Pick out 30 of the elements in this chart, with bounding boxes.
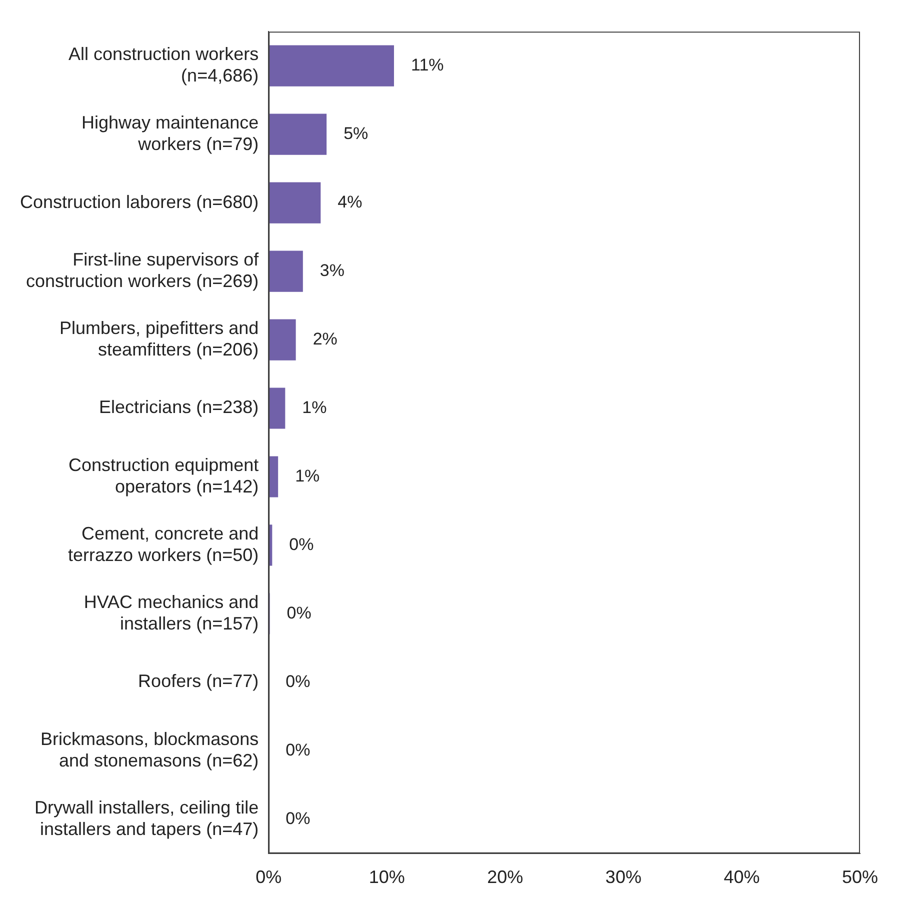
data-label: 1% (295, 466, 320, 486)
data-label: 5% (344, 124, 368, 144)
data-label: 0% (289, 534, 314, 554)
y-tick-label: Brickmasons, blockmasons and stonemasons (n=62) (40, 728, 259, 770)
data-label: 4% (338, 192, 362, 212)
data-label: 2% (312, 329, 338, 348)
y-tick-label: Cement, concrete and terrazzo workers (n=50) (68, 523, 259, 565)
y-tick-label: Plumbers, pipefitters and steamfitters (n=206) (60, 318, 259, 360)
y-tick-label: All construction workers (n=4,686) (68, 44, 259, 86)
y-tick-label: HVAC mechanics and installers (n=157) (84, 592, 259, 634)
data-label: 0% (286, 808, 310, 828)
x-tick-label: 30% (605, 867, 642, 888)
y-tick-label: Roofers (n=77) (138, 671, 259, 692)
y-tick-label: Drywall installers, ceiling tile installers and tapers (n=47) (34, 797, 259, 839)
data-label: 11% (410, 56, 444, 75)
data-label: 3% (320, 260, 344, 280)
y-tick-label: Electricians (n=238) (99, 397, 259, 418)
x-tick-label: 20% (487, 867, 524, 888)
data-label: 0% (286, 672, 310, 691)
y-tick-label: Construction laborers (n=680) (20, 192, 259, 212)
x-tick-label: 10% (368, 867, 405, 888)
x-tick-label: 40% (724, 867, 760, 888)
x-tick-label: 50% (842, 867, 878, 888)
y-tick-label: First-line supervisors of construction workers (n=269) (26, 249, 260, 292)
data-label: 1% (302, 398, 327, 417)
data-label: 0% (286, 603, 312, 622)
x-tick-label: 0% (256, 867, 282, 888)
y-tick-label: Highway maintenance workers (n=79) (82, 112, 259, 154)
data-label: 0% (286, 740, 310, 760)
y-tick-label: Construction equipment operators (n=142) (68, 454, 259, 497)
